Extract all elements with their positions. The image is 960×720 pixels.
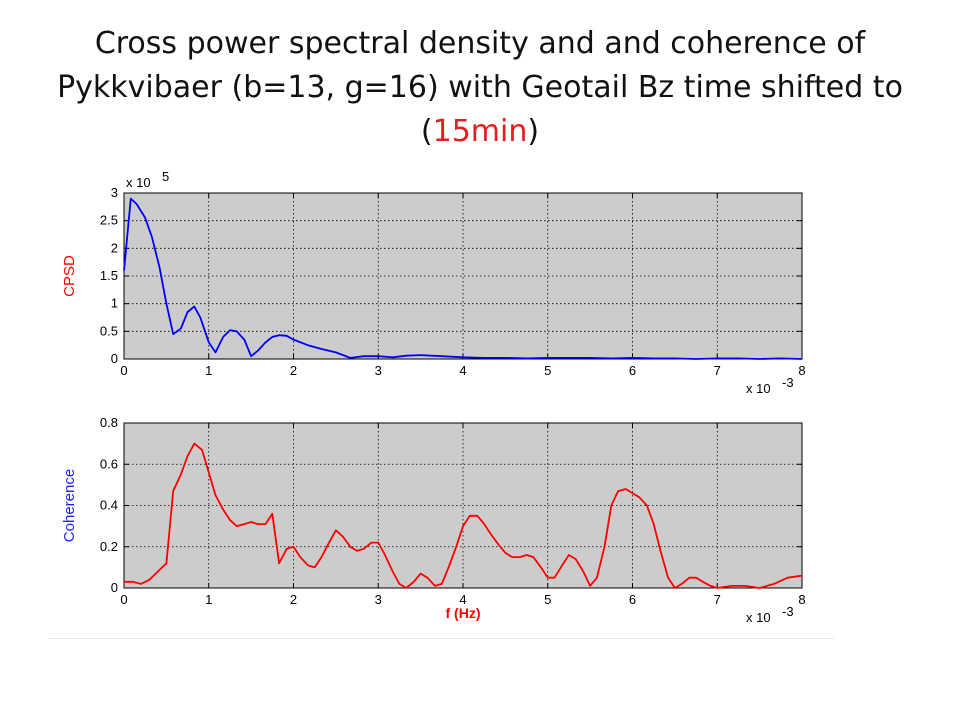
x-tick-label: 2 [290, 592, 297, 607]
y-tick-label: 0 [111, 580, 118, 595]
y-exponent-label: x 10 [126, 175, 151, 190]
y-exponent-value: 5 [162, 169, 169, 184]
y-tick-label: 1.5 [100, 268, 118, 283]
x-tick-label: 4 [459, 592, 466, 607]
x-exponent-value: -3 [782, 375, 794, 390]
series-line [123, 197, 803, 360]
x-tick-label: 3 [375, 592, 382, 607]
series-line [124, 442, 803, 589]
x-tick-label: 1 [205, 592, 212, 607]
x-axis-label: f (Hz) [446, 605, 481, 621]
y-axis-label: CPSD [61, 255, 78, 297]
x-tick-label: 7 [714, 592, 721, 607]
y-tick-label: 0.8 [100, 415, 118, 430]
x-tick-label: 6 [629, 592, 636, 607]
chart-panel-2: 0 1 2 3 4 5 6 7 8 0 0.2 0.4 0.6 0.8 x 10 -3 Coherence f (… [61, 415, 806, 625]
spectral-figure: 0 1 2 3 4 5 6 7 8 0 0.5 1 1.5 2 2.5 3 x 10 -3 x 10 5 CPSD 0 1 2… [61, 169, 806, 625]
x-tick-label: 7 [714, 363, 721, 378]
x-exponent-value: -3 [782, 604, 794, 619]
y-tick-label: 0 [111, 351, 118, 366]
x-tick-label: 6 [629, 363, 636, 378]
y-tick-label: 0.2 [100, 539, 118, 554]
x-tick-label: 3 [375, 363, 382, 378]
y-tick-label: 0.6 [100, 456, 118, 471]
y-tick-label: 3 [111, 185, 118, 200]
y-tick-label: 2 [111, 240, 118, 255]
x-tick-label: 5 [544, 592, 551, 607]
title-highlight-15min: 15min [432, 114, 528, 149]
y-tick-label: 1 [111, 296, 118, 311]
slide-divider [48, 638, 834, 639]
title-paren-open: ( [420, 114, 433, 149]
y-tick-label: 0.5 [100, 323, 118, 338]
x-exponent-label: x 10 [746, 610, 771, 625]
title-paren-close: ) [527, 114, 540, 149]
y-tick-label: 0.4 [100, 498, 118, 513]
x-tick-label: 0 [120, 592, 127, 607]
x-tick-label: 4 [459, 363, 466, 378]
x-tick-label: 1 [205, 363, 212, 378]
chart-panel-1: 0 1 2 3 4 5 6 7 8 0 0.5 1 1.5 2 2.5 3 x 10 -3 x 10 5 CPSD [61, 169, 806, 396]
x-tick-label: 0 [120, 363, 127, 378]
y-tick-label: 2.5 [100, 213, 118, 228]
title-line-1: Cross power spectral density and and coh… [94, 26, 866, 61]
x-exponent-label: x 10 [746, 381, 771, 396]
title-line-3: (15min) [40, 110, 920, 154]
x-tick-label: 8 [798, 592, 805, 607]
x-tick-label: 5 [544, 363, 551, 378]
y-axis-label: Coherence [61, 469, 78, 542]
x-tick-label: 8 [798, 363, 805, 378]
x-tick-label: 2 [290, 363, 297, 378]
title-line-2: Pykkvibaer (b=13, g=16) with Geotail Bz … [57, 70, 903, 105]
slide-title: Cross power spectral density and and coh… [40, 22, 920, 154]
